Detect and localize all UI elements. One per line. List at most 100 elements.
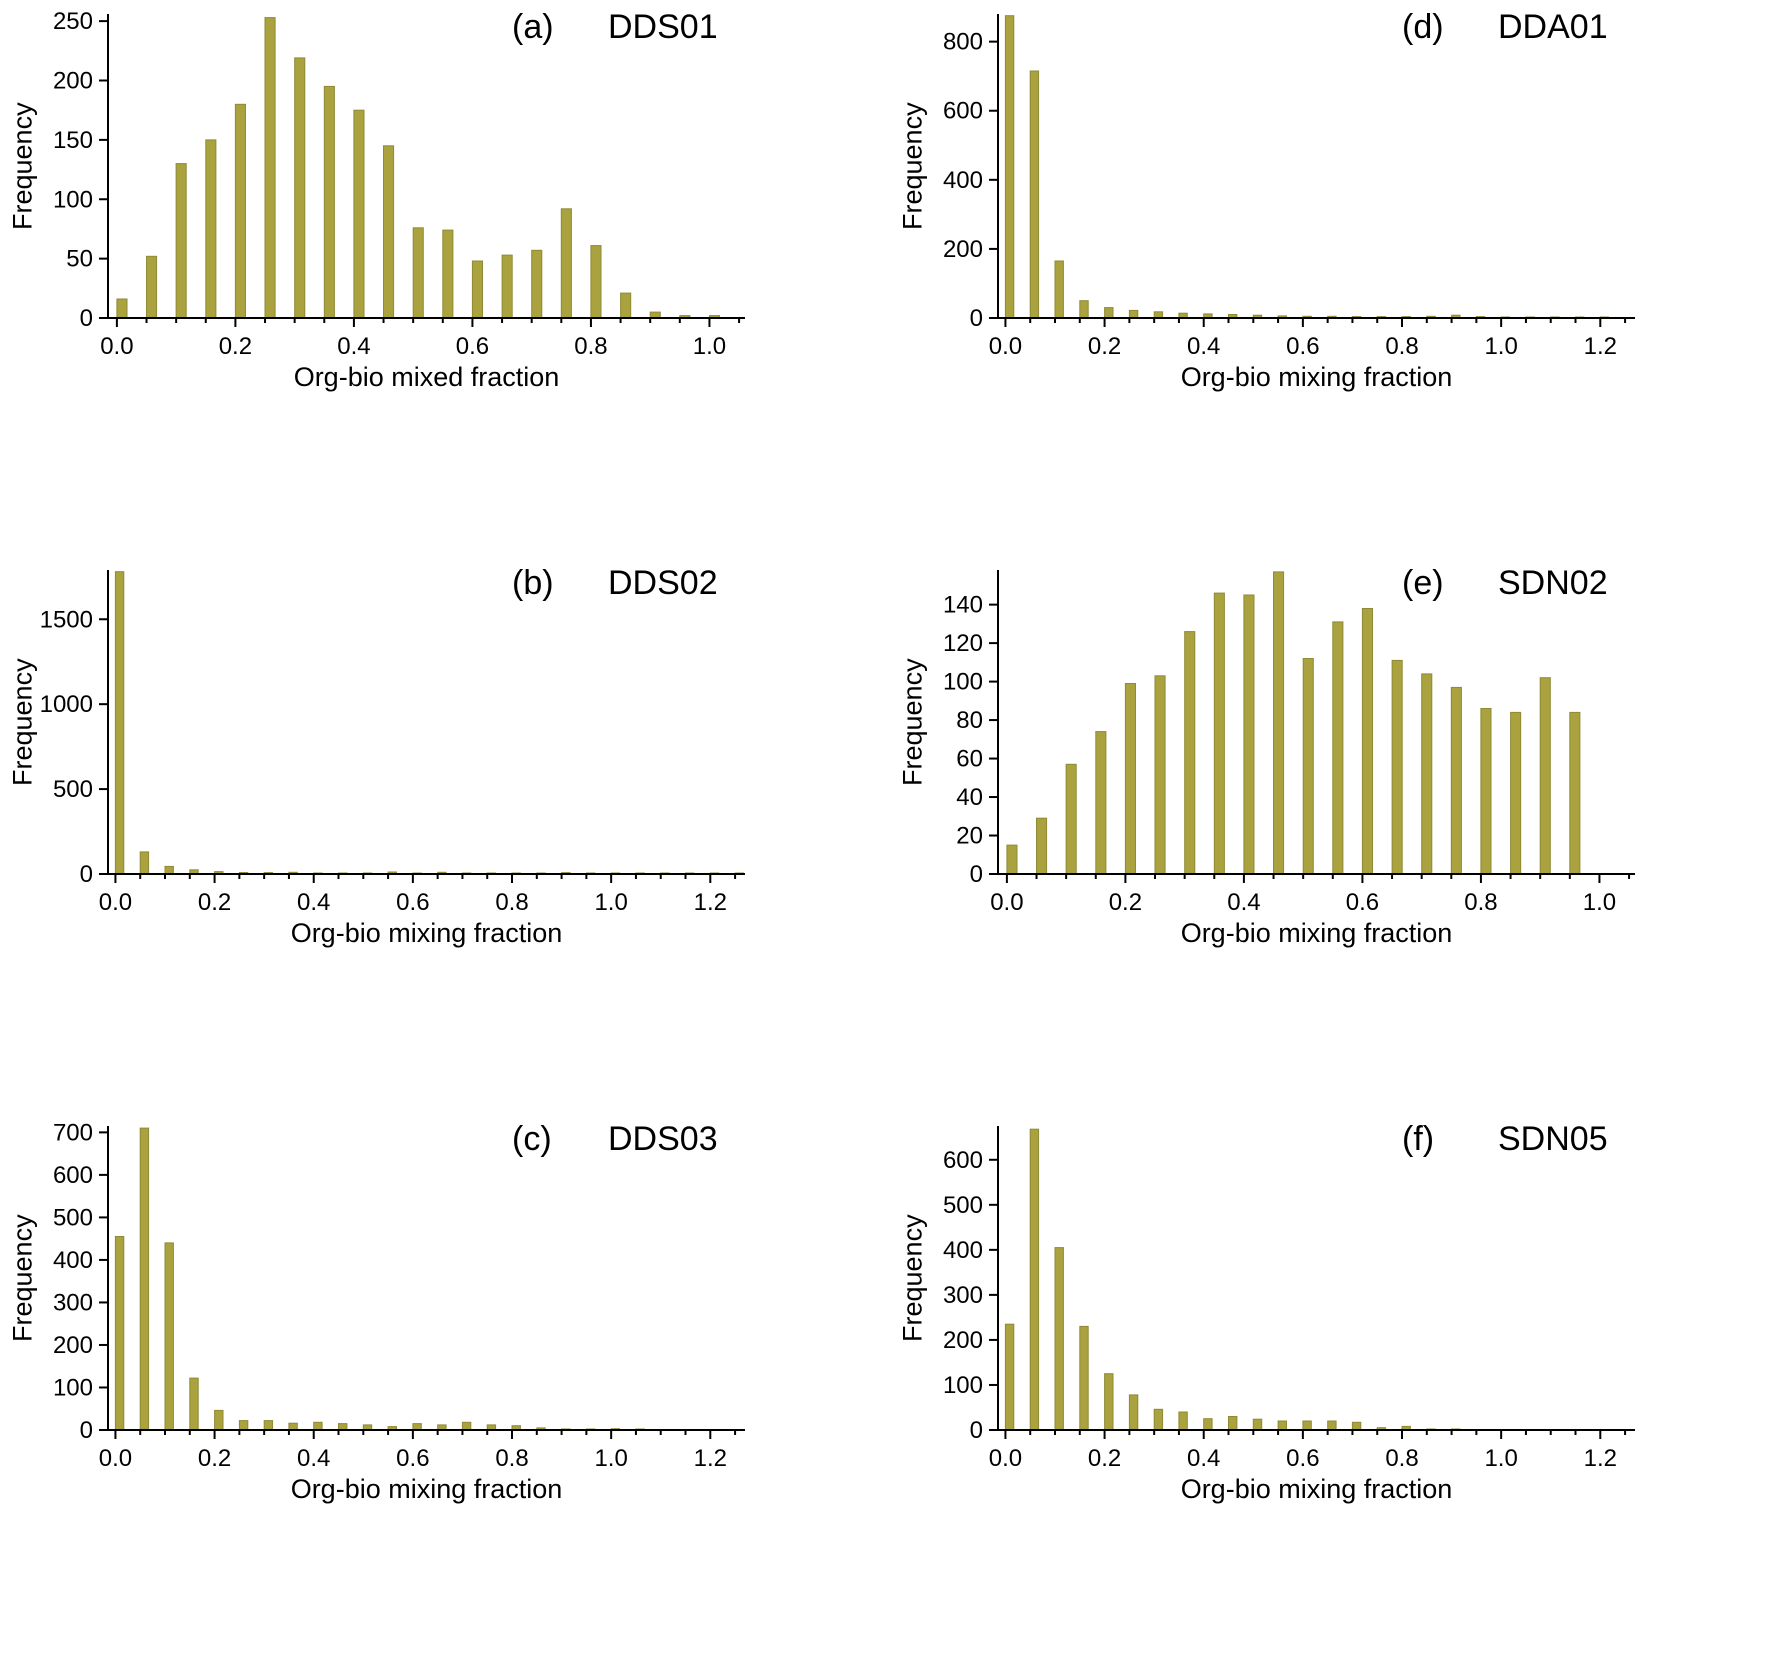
x-tick-label: 0.8 xyxy=(495,1445,528,1472)
histogram-bar xyxy=(1510,711,1522,875)
y-tick-label: 1500 xyxy=(40,606,93,633)
x-tick-label: 1.0 xyxy=(693,333,726,360)
y-tick-label: 400 xyxy=(943,167,983,194)
histogram-bar xyxy=(590,245,602,319)
histogram-bar xyxy=(264,17,276,319)
x-axis-label: Org-bio mixing fraction xyxy=(290,1474,563,1504)
y-tick-label: 200 xyxy=(53,1332,93,1359)
panel-letter: (e) xyxy=(1402,564,1444,602)
y-tick-label: 500 xyxy=(53,776,93,803)
histogram-bar xyxy=(471,260,483,319)
x-tick-label: 1.0 xyxy=(594,1445,627,1472)
histogram-bar xyxy=(1302,658,1314,875)
histogram-bar xyxy=(146,255,158,319)
histogram-bar xyxy=(1104,1373,1114,1431)
histogram-bar xyxy=(353,109,365,319)
panel-title: DDS01 xyxy=(608,8,718,46)
x-tick-label: 0.2 xyxy=(1109,889,1142,916)
panel-letter: (b) xyxy=(512,564,554,602)
panel-letter: (a) xyxy=(512,8,554,46)
y-tick-label: 0 xyxy=(970,1417,983,1444)
x-tick-label: 0.0 xyxy=(100,333,133,360)
x-tick-label: 1.2 xyxy=(1584,1445,1617,1472)
x-tick-label: 0.8 xyxy=(1464,889,1497,916)
histogram-bar xyxy=(1079,1325,1089,1431)
x-tick-label: 0.8 xyxy=(1385,1445,1418,1472)
x-tick-label: 0.6 xyxy=(1346,889,1379,916)
histogram-bar xyxy=(1104,307,1114,319)
y-tick-label: 150 xyxy=(53,127,93,154)
histogram-plot-b: 0 500 1000 1500 0.0 0.2 0.4 0.6 0.8 1.0 1.2 xyxy=(40,570,745,916)
y-tick-label: 300 xyxy=(943,1282,983,1309)
histogram-bar xyxy=(1095,731,1107,875)
histogram-bar xyxy=(1351,1421,1362,1431)
histogram-bar xyxy=(1029,70,1040,319)
panel-title: DDA01 xyxy=(1498,8,1608,46)
histogram-bar xyxy=(116,298,128,319)
panel-title: SDN05 xyxy=(1498,1120,1608,1158)
histogram-bar xyxy=(1036,817,1048,875)
chart-panel-b: Frequency 0 500 1000 1500 0.0 0.2 0.4 0.6 0.8 1.0… xyxy=(0,556,890,1112)
x-tick-label: 0.4 xyxy=(1187,1445,1220,1472)
x-tick-label: 0.0 xyxy=(99,1445,132,1472)
histogram-bar xyxy=(1277,1420,1288,1431)
histogram-bar xyxy=(1029,1128,1040,1431)
x-axis-label: Org-bio mixing fraction xyxy=(290,918,563,948)
histogram-bar xyxy=(1079,300,1089,319)
x-tick-label: 0.4 xyxy=(1227,889,1260,916)
x-tick-label: 0.4 xyxy=(1187,333,1220,360)
x-tick-label: 1.0 xyxy=(594,889,627,916)
x-tick-label: 0.2 xyxy=(198,889,231,916)
histogram-bar xyxy=(164,865,174,875)
histogram-bar xyxy=(1004,15,1015,319)
panel-letter: (f) xyxy=(1402,1120,1435,1158)
histogram-bar xyxy=(1252,1418,1263,1431)
x-tick-label: 0.2 xyxy=(219,333,252,360)
histogram-bar xyxy=(294,57,306,319)
histogram-bar xyxy=(1065,763,1077,875)
x-tick-label: 0.0 xyxy=(989,333,1022,360)
x-tick-label: 0.6 xyxy=(1286,333,1319,360)
x-tick-label: 1.2 xyxy=(694,1445,727,1472)
chart-panel-e: Frequency 0 20 40 60 80 100 120 140 0.0 0.2 0.4 0.6… xyxy=(890,556,1780,1112)
histogram-bar xyxy=(234,103,246,319)
y-tick-label: 120 xyxy=(943,630,983,657)
x-tick-label: 0.6 xyxy=(396,889,429,916)
x-tick-label: 0.2 xyxy=(198,1445,231,1472)
histogram-bar xyxy=(139,1127,150,1431)
histogram-bar xyxy=(560,208,572,319)
histogram-bar xyxy=(139,851,150,875)
y-tick-label: 600 xyxy=(53,1162,93,1189)
histogram-bar xyxy=(1154,675,1166,875)
y-tick-label: 0 xyxy=(80,861,93,888)
histogram-bar xyxy=(114,571,125,875)
chart-panel-d: Frequency 0 200 400 600 800 0.0 0.2 0.4 0.6 0.8 1.… xyxy=(890,0,1780,556)
histogram-bar xyxy=(1480,708,1492,875)
histogram-bar xyxy=(238,1420,249,1431)
x-tick-label: 0.2 xyxy=(1088,1445,1121,1472)
histogram-bar xyxy=(501,254,513,319)
histogram-bar xyxy=(288,1422,298,1431)
histogram-bar xyxy=(1054,1247,1064,1431)
histogram-bar xyxy=(205,139,217,319)
histogram-bar xyxy=(1332,621,1344,875)
x-tick-label: 1.0 xyxy=(1583,889,1616,916)
histogram-bar xyxy=(323,85,335,319)
histogram-bar xyxy=(383,145,395,319)
x-tick-label: 0.6 xyxy=(1286,1445,1319,1472)
x-tick-label: 0.8 xyxy=(1385,333,1418,360)
x-axis-label: Org-bio mixing fraction xyxy=(1180,1474,1453,1504)
histogram-bar xyxy=(1450,686,1462,875)
histogram-bar xyxy=(263,1420,274,1431)
histogram-bar xyxy=(189,1377,199,1431)
panel-title: DDS02 xyxy=(608,564,718,602)
x-axis-label: Org-bio mixing fraction xyxy=(1180,362,1453,392)
histogram-bar xyxy=(1361,608,1373,875)
histogram-bar xyxy=(1421,673,1433,875)
histogram-bar xyxy=(531,249,543,319)
panel-letter: (d) xyxy=(1402,8,1444,46)
y-tick-label: 300 xyxy=(53,1289,93,1316)
y-tick-label: 400 xyxy=(943,1237,983,1264)
histogram-bar xyxy=(1178,1411,1188,1431)
histogram-bar xyxy=(1539,677,1551,875)
